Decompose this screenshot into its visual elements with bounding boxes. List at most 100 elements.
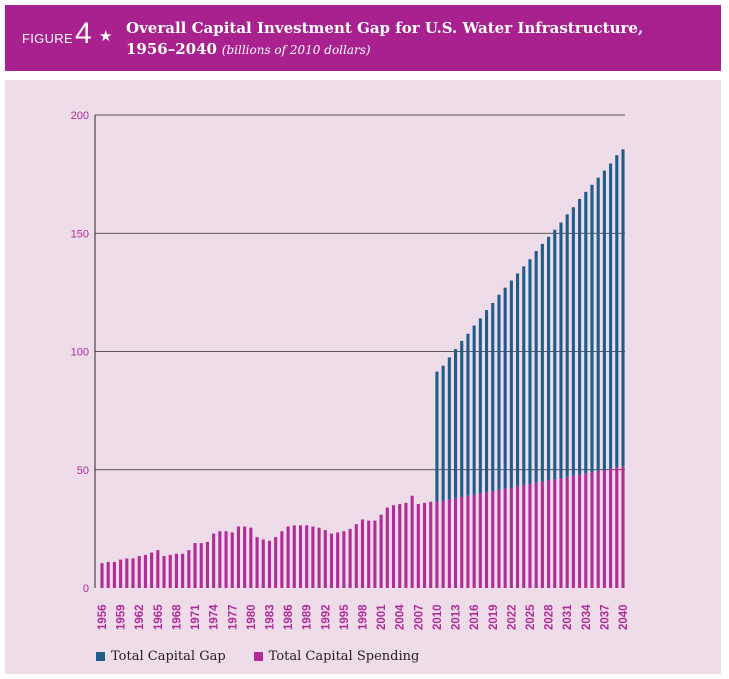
bar-spending-2037 bbox=[602, 469, 606, 588]
bar-spending-1958 bbox=[112, 561, 116, 588]
x-tick-label-1962: 1962 bbox=[134, 604, 146, 630]
bar-spending-2040 bbox=[621, 466, 625, 588]
x-tick-label-2034: 2034 bbox=[581, 604, 593, 630]
bar-spending-2032 bbox=[571, 475, 575, 588]
bar-spending-2036 bbox=[596, 470, 600, 588]
bar-gap-2021 bbox=[503, 287, 507, 489]
bar-spending-1978 bbox=[236, 526, 241, 588]
bar-gap-2015 bbox=[466, 333, 470, 496]
x-tick-label-2040: 2040 bbox=[618, 604, 630, 630]
figure-header: FIGURE 4 ★ Overall Capital Investment Ga… bbox=[5, 5, 721, 71]
bar-spending-2024 bbox=[522, 485, 526, 588]
bar-spending-1995 bbox=[342, 531, 346, 588]
bar-spending-2008 bbox=[422, 502, 427, 588]
bar-spending-1980 bbox=[249, 527, 253, 588]
bar-spending-1966 bbox=[162, 556, 166, 588]
bar-spending-2033 bbox=[578, 474, 582, 588]
x-tick-label-2025: 2025 bbox=[525, 604, 537, 630]
bar-spending-2001 bbox=[379, 514, 383, 588]
bar-gap-2025 bbox=[528, 259, 532, 484]
bar-spending-1959 bbox=[119, 559, 123, 588]
bar-gap-2029 bbox=[553, 229, 557, 480]
x-tick-label-2019: 2019 bbox=[488, 604, 500, 630]
bar-spending-1957 bbox=[106, 561, 110, 588]
bar-gap-2030 bbox=[559, 222, 563, 479]
x-tick-label-1971: 1971 bbox=[190, 604, 202, 630]
x-tick-label-2037: 2037 bbox=[599, 604, 611, 630]
bar-spending-1968 bbox=[174, 553, 178, 588]
legend-item-spending: Total Capital Spending bbox=[253, 649, 419, 664]
bar-spending-2020 bbox=[497, 489, 501, 588]
x-tick-label-1977: 1977 bbox=[227, 604, 239, 630]
figure-number: 4 bbox=[75, 17, 92, 50]
bar-spending-1963 bbox=[143, 554, 147, 588]
bar-spending-1977 bbox=[230, 532, 234, 588]
y-tick-label-0: 0 bbox=[83, 583, 89, 595]
legend-item-gap: Total Capital Gap bbox=[96, 649, 226, 664]
x-tick-label-1989: 1989 bbox=[302, 604, 314, 630]
bar-gap-2017 bbox=[478, 318, 482, 494]
bar-gap-2033 bbox=[578, 198, 582, 475]
bar-spending-2030 bbox=[559, 478, 563, 588]
bar-spending-2022 bbox=[509, 487, 513, 588]
bar-spending-1986 bbox=[286, 526, 290, 588]
x-tick-label-2016: 2016 bbox=[469, 604, 481, 630]
bar-gap-2040 bbox=[621, 149, 625, 467]
x-tick-label-1998: 1998 bbox=[358, 604, 370, 630]
bar-spending-2031 bbox=[565, 476, 569, 588]
bar-spending-2010 bbox=[435, 501, 439, 588]
bar-gap-2034 bbox=[584, 191, 588, 474]
bar-spending-2025 bbox=[528, 483, 532, 588]
bar-spending-1962 bbox=[137, 556, 141, 588]
bar-gap-2012 bbox=[447, 357, 451, 500]
bar-spending-1996 bbox=[348, 528, 352, 588]
bar-gap-2024 bbox=[522, 266, 526, 486]
star-icon: ★ bbox=[99, 27, 113, 45]
bar-gap-2027 bbox=[540, 243, 544, 482]
bar-spending-1973 bbox=[205, 541, 209, 588]
bar-spending-2021 bbox=[503, 488, 507, 588]
x-tick-label-1986: 1986 bbox=[283, 604, 295, 630]
bar-spending-1975 bbox=[218, 531, 222, 588]
x-tick-label-1980: 1980 bbox=[246, 604, 258, 630]
bar-spending-1998 bbox=[360, 519, 365, 588]
bar-gap-2013 bbox=[453, 349, 458, 499]
x-tick-label-1974: 1974 bbox=[209, 604, 221, 630]
bar-gap-2019 bbox=[491, 303, 495, 492]
bar-spending-1991 bbox=[317, 527, 321, 588]
bar-spending-1964 bbox=[150, 552, 154, 588]
bar-spending-2004 bbox=[398, 504, 402, 588]
bar-gap-2035 bbox=[590, 184, 594, 473]
x-tick-label-1959: 1959 bbox=[116, 604, 128, 630]
bar-spending-2003 bbox=[391, 505, 396, 588]
bar-spending-1981 bbox=[255, 537, 259, 588]
bar-gap-2028 bbox=[547, 236, 551, 481]
bar-spending-2011 bbox=[441, 500, 445, 588]
bar-spending-2014 bbox=[460, 496, 464, 588]
bar-spending-2012 bbox=[447, 499, 451, 588]
bar-gap-2037 bbox=[602, 170, 606, 470]
chart-legend: Total Capital Gap Total Capital Spending bbox=[96, 649, 419, 664]
bar-spending-2000 bbox=[373, 520, 377, 588]
bar-spending-1987 bbox=[292, 525, 296, 588]
x-tick-label-2031: 2031 bbox=[562, 604, 574, 630]
bar-spending-1984 bbox=[274, 537, 278, 588]
bar-spending-2018 bbox=[484, 492, 489, 588]
bar-spending-1961 bbox=[131, 558, 135, 588]
bar-spending-2029 bbox=[553, 479, 557, 588]
bar-spending-1994 bbox=[336, 532, 340, 588]
bar-spending-2002 bbox=[385, 507, 389, 588]
bar-spending-2016 bbox=[472, 494, 476, 588]
x-tick-label-1956: 1956 bbox=[97, 604, 109, 630]
x-tick-label-2001: 2001 bbox=[376, 604, 388, 630]
y-tick-label-200: 200 bbox=[71, 110, 89, 122]
bar-gap-2016 bbox=[472, 325, 476, 495]
bar-spending-2038 bbox=[609, 468, 613, 588]
bar-gap-2022 bbox=[509, 280, 513, 488]
bar-spending-1969 bbox=[181, 553, 185, 588]
bar-gap-2039 bbox=[615, 155, 619, 468]
bar-spending-2035 bbox=[590, 472, 594, 588]
bar-spending-2005 bbox=[404, 502, 408, 588]
x-tick-label-1965: 1965 bbox=[153, 604, 165, 630]
bar-spending-1971 bbox=[193, 543, 197, 588]
